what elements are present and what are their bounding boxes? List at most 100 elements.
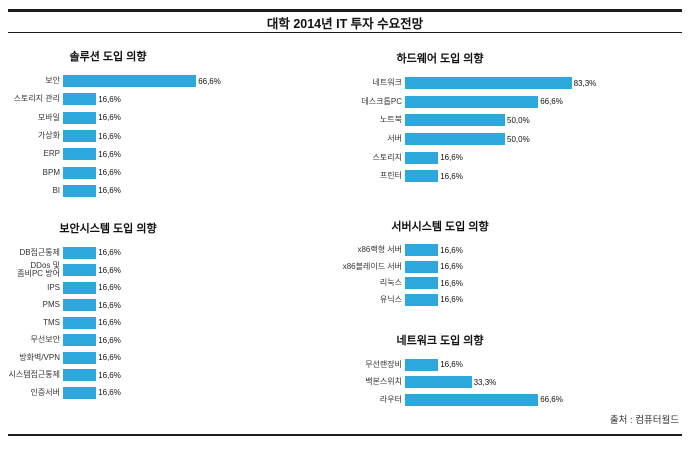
chart-row: 방화벽/VPN 16,6%	[8, 349, 208, 367]
bar-value: 16,6%	[98, 131, 121, 141]
bar-label: 라우터	[379, 394, 402, 404]
chart-row: 무선보안 16,6%	[8, 332, 208, 350]
chart-row: x86랙형 서버 16,6%	[340, 242, 540, 259]
bar-label: 노트북	[379, 115, 402, 125]
bar-label: 서버	[387, 134, 402, 144]
chart-row: DDos 및 좀비PC 방어 16,6%	[8, 262, 208, 280]
chart-row: 보안 66,6%	[8, 72, 221, 90]
source-caption: 출처 : 컴퓨터월드	[609, 415, 679, 426]
bar	[405, 393, 539, 406]
chart-row: 무선랜장비 16,6%	[340, 356, 563, 374]
page-title: 대학 2014년 IT 투자 수요전망	[266, 17, 424, 31]
bar-label: 리눅스	[379, 278, 402, 288]
bar-label: 무선랜장비	[365, 359, 402, 369]
bar-value: 16,6%	[440, 171, 463, 181]
bar-value: 16,6%	[440, 295, 463, 305]
bar	[63, 148, 97, 161]
chart-row: x86블레이드 서버 16,6%	[340, 259, 540, 276]
bar-label: x86랙형 서버	[357, 245, 402, 255]
chart-row: TMS 16,6%	[8, 314, 208, 332]
bar	[63, 184, 97, 197]
bar	[63, 130, 97, 143]
bar	[63, 75, 197, 88]
bar	[63, 166, 97, 179]
bar-value: 66,6%	[540, 97, 563, 107]
bar	[63, 93, 97, 106]
chart-row: 가상화 16,6%	[8, 127, 221, 145]
chart-row: ERP 16,6%	[8, 145, 221, 163]
chart-row: 리눅스 16,6%	[340, 275, 540, 292]
bar-label: 시스템접근통제	[8, 370, 60, 380]
bar-value: 66,6%	[540, 395, 563, 405]
bar	[63, 369, 97, 382]
bar-value: 16,6%	[98, 168, 121, 178]
chart-rows: x86랙형 서버 16,6% x86블레이드 서버 16,6% 리눅스 16,6% 유닉스 1…	[340, 242, 540, 308]
bar	[63, 299, 97, 312]
chart-row: 네트워크 83,3%	[340, 74, 596, 93]
bar-value: 83,3%	[573, 78, 597, 88]
bar-label: 스토리지 관리	[13, 94, 60, 104]
bar-value: 16,6%	[98, 265, 121, 275]
chart-row: 모바일 16,6%	[8, 109, 221, 127]
bar	[63, 334, 97, 347]
bar-value: 66,6%	[198, 76, 221, 86]
chart-row: 데스크톱PC 66,6%	[340, 93, 596, 112]
bar-label: 백본스위치	[365, 377, 402, 387]
bar-label: TMS	[43, 317, 60, 327]
chart-solutions: 솔루션 도입 의향 보안 66,6% 스토리지 관리 16,6% 모바일 16,6% 가상화…	[8, 48, 221, 200]
bar-value: 50,0%	[507, 115, 530, 125]
bar-label: DDos 및 좀비PC 방어	[17, 261, 60, 279]
chart-row: 노트북 50,0%	[340, 111, 596, 130]
bar-label: BPM	[42, 167, 60, 177]
bar-label: 방화벽/VPN	[19, 352, 60, 362]
bar	[63, 351, 97, 364]
bar	[63, 246, 97, 259]
bar-label: 인증서버	[30, 387, 60, 397]
bar-value: 16,6%	[98, 248, 121, 258]
chart-row: 인증서버 16,6%	[8, 384, 208, 402]
title-divider-rule	[8, 32, 682, 33]
bar-label: 보안	[45, 76, 60, 86]
bar-value: 16,6%	[440, 245, 463, 255]
chart-row: 프린터 16,6%	[340, 167, 596, 186]
bar	[405, 95, 539, 108]
bar	[405, 151, 439, 164]
chart-row: 라우터 66,6%	[340, 391, 563, 409]
bar	[405, 114, 505, 127]
bar-label: x86블레이드 서버	[342, 261, 402, 271]
bar-value: 16,6%	[98, 94, 121, 104]
bar-value: 16,6%	[440, 153, 463, 163]
bar-label: 데스크톱PC	[361, 96, 402, 106]
chart-rows: DB접근통제 16,6% DDos 및 좀비PC 방어 16,6% IPS 16,6% PM…	[8, 244, 208, 402]
bar-value: 16,6%	[98, 388, 121, 398]
bar-value: 16,6%	[98, 300, 121, 310]
chart-row: 스토리지 관리 16,6%	[8, 90, 221, 108]
bar	[405, 133, 505, 146]
bar-value: 16,6%	[440, 360, 463, 370]
bar-label: 프린터	[379, 171, 402, 181]
bar	[405, 244, 439, 257]
bar-label: 유닉스	[379, 294, 402, 304]
bar	[63, 281, 97, 294]
chart-title: 보안시스템 도입 의향	[59, 223, 157, 235]
bar	[63, 386, 97, 399]
bar-value: 33,3%	[473, 377, 497, 387]
bar-value: 16,6%	[98, 149, 121, 159]
bar-value: 16,6%	[98, 186, 121, 196]
bar-value: 16,6%	[98, 353, 121, 363]
chart-network: 네트워크 도입 의향 무선랜장비 16,6% 백본스위치 33,3% 라우터 66,6%	[340, 332, 563, 409]
bar	[405, 277, 439, 290]
bar-value: 16,6%	[98, 318, 121, 328]
chart-title: 하드웨어 도입 의향	[396, 53, 484, 65]
bar-value: 16,6%	[98, 113, 121, 123]
chart-row: IPS 16,6%	[8, 279, 208, 297]
bar-label: ERP	[43, 149, 60, 159]
bar-value: 16,6%	[98, 370, 121, 380]
bottom-rule	[8, 434, 682, 436]
chart-security-systems: 보안시스템 도입 의향 DB접근통제 16,6% DDos 및 좀비PC 방어 16,…	[8, 220, 208, 402]
bar	[405, 293, 439, 306]
chart-row: 스토리지 16,6%	[340, 148, 596, 167]
bar-value: 16,6%	[440, 278, 463, 288]
bar	[63, 264, 97, 277]
